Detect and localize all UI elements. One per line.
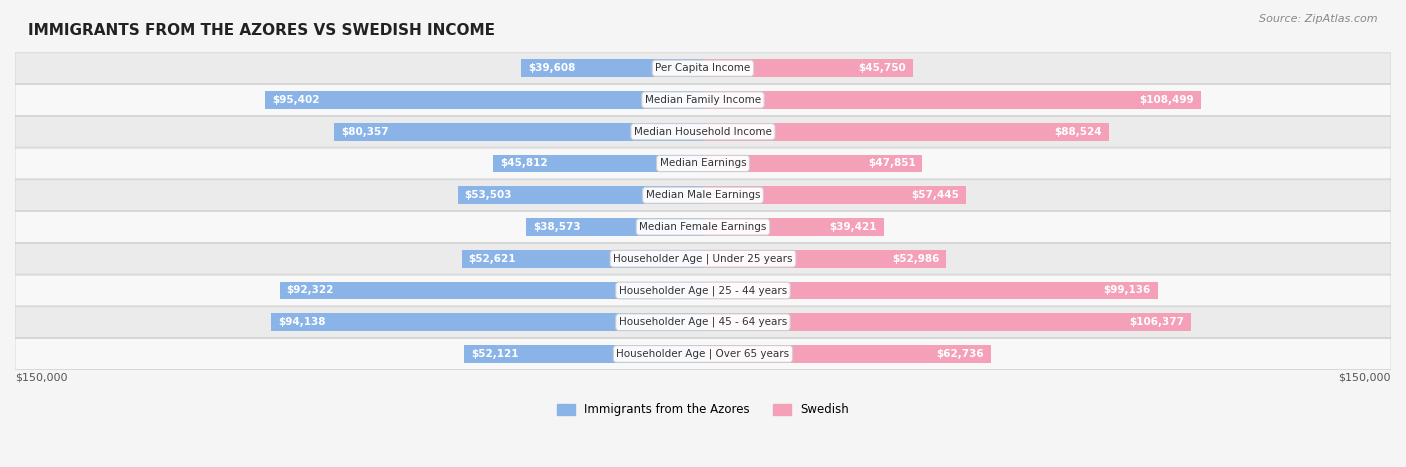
Text: Householder Age | 45 - 64 years: Householder Age | 45 - 64 years xyxy=(619,317,787,327)
Bar xyxy=(703,186,966,204)
Bar xyxy=(457,186,703,204)
Text: Householder Age | Over 65 years: Householder Age | Over 65 years xyxy=(616,349,790,359)
Text: $39,421: $39,421 xyxy=(830,222,877,232)
FancyBboxPatch shape xyxy=(15,275,1391,306)
Text: Householder Age | 25 - 44 years: Householder Age | 25 - 44 years xyxy=(619,285,787,296)
Text: $150,000: $150,000 xyxy=(15,373,67,383)
Bar xyxy=(703,91,1201,109)
Text: $53,503: $53,503 xyxy=(464,190,512,200)
FancyBboxPatch shape xyxy=(15,116,1391,147)
Text: $108,499: $108,499 xyxy=(1139,95,1194,105)
FancyBboxPatch shape xyxy=(15,212,1391,242)
Bar xyxy=(494,155,703,172)
Bar xyxy=(335,123,703,141)
Bar xyxy=(703,218,884,236)
Text: $52,986: $52,986 xyxy=(891,254,939,264)
Text: Median Household Income: Median Household Income xyxy=(634,127,772,137)
Bar xyxy=(703,313,1191,331)
Text: $62,736: $62,736 xyxy=(936,349,984,359)
Text: Median Family Income: Median Family Income xyxy=(645,95,761,105)
Text: $57,445: $57,445 xyxy=(911,190,960,200)
Text: $45,812: $45,812 xyxy=(499,158,547,169)
Bar xyxy=(271,313,703,331)
FancyBboxPatch shape xyxy=(15,339,1391,369)
Text: $52,621: $52,621 xyxy=(468,254,516,264)
Bar xyxy=(266,91,703,109)
Text: $150,000: $150,000 xyxy=(1339,373,1391,383)
Text: $92,322: $92,322 xyxy=(287,285,333,296)
FancyBboxPatch shape xyxy=(15,180,1391,211)
Text: $52,121: $52,121 xyxy=(471,349,519,359)
Text: $80,357: $80,357 xyxy=(342,127,389,137)
Bar xyxy=(526,218,703,236)
Text: $99,136: $99,136 xyxy=(1104,285,1152,296)
Text: $88,524: $88,524 xyxy=(1054,127,1102,137)
FancyBboxPatch shape xyxy=(15,243,1391,274)
Bar xyxy=(461,250,703,268)
Text: $38,573: $38,573 xyxy=(533,222,581,232)
Bar xyxy=(703,282,1157,299)
Text: $45,750: $45,750 xyxy=(858,63,905,73)
Legend: Immigrants from the Azores, Swedish: Immigrants from the Azores, Swedish xyxy=(553,399,853,421)
Text: IMMIGRANTS FROM THE AZORES VS SWEDISH INCOME: IMMIGRANTS FROM THE AZORES VS SWEDISH IN… xyxy=(28,23,495,38)
Text: Per Capita Income: Per Capita Income xyxy=(655,63,751,73)
Bar xyxy=(703,250,946,268)
Bar xyxy=(522,59,703,77)
Text: Median Earnings: Median Earnings xyxy=(659,158,747,169)
Text: $95,402: $95,402 xyxy=(273,95,319,105)
Text: $106,377: $106,377 xyxy=(1129,317,1184,327)
FancyBboxPatch shape xyxy=(15,307,1391,338)
Bar xyxy=(703,345,991,363)
Bar xyxy=(703,123,1109,141)
Bar xyxy=(703,155,922,172)
Bar xyxy=(703,59,912,77)
FancyBboxPatch shape xyxy=(15,53,1391,84)
Text: $94,138: $94,138 xyxy=(278,317,326,327)
Text: Source: ZipAtlas.com: Source: ZipAtlas.com xyxy=(1260,14,1378,24)
Text: Median Male Earnings: Median Male Earnings xyxy=(645,190,761,200)
Bar xyxy=(464,345,703,363)
FancyBboxPatch shape xyxy=(15,148,1391,179)
Text: Householder Age | Under 25 years: Householder Age | Under 25 years xyxy=(613,254,793,264)
Text: $39,608: $39,608 xyxy=(529,63,575,73)
Bar xyxy=(280,282,703,299)
FancyBboxPatch shape xyxy=(15,85,1391,115)
Text: $47,851: $47,851 xyxy=(868,158,915,169)
Text: Median Female Earnings: Median Female Earnings xyxy=(640,222,766,232)
